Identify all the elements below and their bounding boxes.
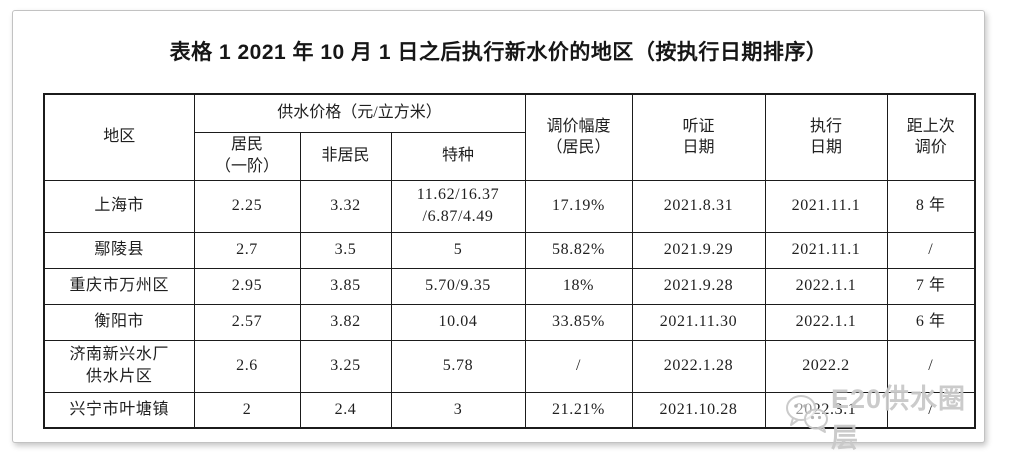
region-cell: 济南新兴水厂 供水片区 [43, 339, 195, 393]
adjustment-cell: 21.21% [524, 391, 633, 429]
since-last-cell: 6 年 [886, 303, 976, 341]
article-card: 表格 1 2021 年 10 月 1 日之后执行新水价的地区（按执行日期排序） … [12, 10, 985, 453]
table-row: 兴宁市叶塘镇 2 2.4 3 21.21% 2021.10.28 2022.3.… [43, 391, 976, 429]
page-title: 表格 1 2021 年 10 月 1 日之后执行新水价的地区（按执行日期排序） [169, 41, 828, 64]
non-resident-price-cell: 3.85 [299, 267, 392, 305]
table-header-row-1: 地区 供水价格（元/立方米） 调价幅度 （居民） 听证 日期 执行 日期 距上次… [43, 93, 976, 181]
resident-price-cell: 2.25 [193, 179, 301, 233]
non-resident-price-cell: 3.5 [299, 231, 392, 269]
table-row: 鄢陵县 2.7 3.5 5 58.82% 2021.9.29 2021.11.1… [43, 231, 976, 269]
special-price-cell: 5.78 [390, 339, 526, 393]
hearing-date-cell: 2022.1.28 [631, 339, 766, 393]
region-cell: 重庆市万州区 [43, 267, 195, 305]
table-row: 济南新兴水厂 供水片区 2.6 3.25 5.78 / 2022.1.28 20… [43, 339, 976, 393]
header-region: 地区 [43, 93, 195, 181]
header-since-last: 距上次 调价 [886, 93, 976, 181]
special-price-cell: 5.70/9.35 [390, 267, 526, 305]
since-last-cell: 8 年 [886, 179, 976, 233]
execution-date-cell: 2021.11.1 [764, 231, 888, 269]
region-cell: 兴宁市叶塘镇 [43, 391, 195, 429]
header-hearing-date: 听证 日期 [631, 93, 766, 181]
region-cell: 衡阳市 [43, 303, 195, 341]
adjustment-cell: 33.85% [524, 303, 633, 341]
since-last-cell: 7 年 [886, 267, 976, 305]
since-last-cell: / [886, 391, 976, 429]
table-row: 重庆市万州区 2.95 3.85 5.70/9.35 18% 2021.9.28… [43, 267, 976, 305]
special-price-cell: 10.04 [390, 303, 526, 341]
hearing-date-cell: 2021.9.29 [631, 231, 766, 269]
execution-date-cell: 2022.3.1 [764, 391, 888, 429]
non-resident-price-cell: 3.25 [299, 339, 392, 393]
hearing-date-cell: 2021.11.30 [631, 303, 766, 341]
special-price-cell: 3 [390, 391, 526, 429]
resident-price-cell: 2 [193, 391, 301, 429]
special-price-cell: 11.62/16.37 /6.87/4.49 [390, 179, 526, 233]
hearing-date-cell: 2021.10.28 [631, 391, 766, 429]
hearing-date-cell: 2021.8.31 [631, 179, 766, 233]
since-last-cell: / [886, 339, 976, 393]
resident-price-cell: 2.6 [193, 339, 301, 393]
header-execution-date: 执行 日期 [764, 93, 888, 181]
header-non-resident: 非居民 [299, 131, 392, 181]
execution-date-cell: 2022.2 [764, 339, 888, 393]
header-resident: 居民 （一阶） [193, 131, 301, 181]
table-row: 上海市 2.25 3.32 11.62/16.37 /6.87/4.49 17.… [43, 179, 976, 233]
execution-date-cell: 2021.11.1 [764, 179, 888, 233]
since-last-cell: / [886, 231, 976, 269]
special-price-cell: 5 [390, 231, 526, 269]
execution-date-cell: 2022.1.1 [764, 267, 888, 305]
header-price-group: 供水价格（元/立方米） [193, 93, 526, 133]
table-header-row-2: 居民 （一阶） 非居民 特种 [44, 131, 975, 181]
non-resident-price-cell: 3.32 [299, 179, 392, 233]
resident-price-cell: 2.7 [193, 231, 301, 269]
non-resident-price-cell: 2.4 [299, 391, 392, 429]
water-price-table: 地区 供水价格（元/立方米） 调价幅度 （居民） 听证 日期 执行 日期 距上次… [43, 93, 976, 429]
adjustment-cell: 18% [524, 267, 633, 305]
adjustment-cell: 17.19% [524, 179, 633, 233]
region-cell: 鄢陵县 [43, 231, 195, 269]
header-adjustment: 调价幅度 （居民） [524, 93, 633, 181]
table-row: 衡阳市 2.57 3.82 10.04 33.85% 2021.11.30 20… [43, 303, 976, 341]
non-resident-price-cell: 3.82 [299, 303, 392, 341]
resident-price-cell: 2.57 [193, 303, 301, 341]
resident-price-cell: 2.95 [193, 267, 301, 305]
execution-date-cell: 2022.1.1 [764, 303, 888, 341]
header-special: 特种 [390, 131, 526, 181]
region-cell: 上海市 [43, 179, 195, 233]
adjustment-cell: 58.82% [524, 231, 633, 269]
hearing-date-cell: 2021.9.28 [631, 267, 766, 305]
adjustment-cell: / [524, 339, 633, 393]
